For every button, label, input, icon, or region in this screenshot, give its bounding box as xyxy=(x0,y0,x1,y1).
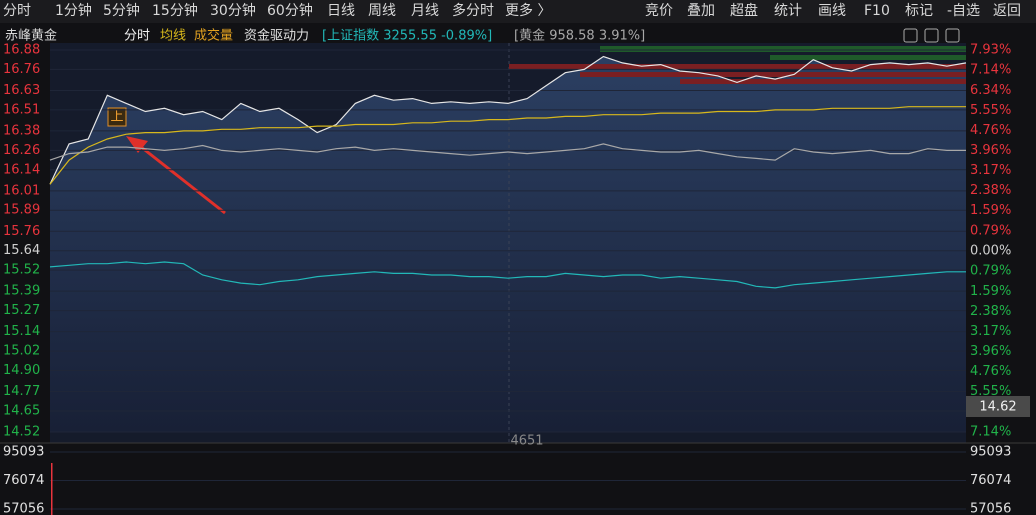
cursor-label: 4651 xyxy=(510,434,543,449)
y2-tick-label: 0.00% xyxy=(970,244,1011,259)
y2-tick-label: 3.17% xyxy=(970,163,1011,178)
volume-bar xyxy=(51,463,53,515)
toolbar-action[interactable]: 超盘 xyxy=(730,2,758,19)
icon[interactable] xyxy=(945,28,960,43)
y2-tick-label: 3.96% xyxy=(970,143,1011,158)
y-tick-label: 14.65 xyxy=(3,403,40,418)
legend-item[interactable]: 均线 xyxy=(160,29,186,44)
y-tick-label: 15.27 xyxy=(3,303,40,318)
annotation-box xyxy=(107,107,127,127)
y-tick-label: 16.26 xyxy=(3,143,40,158)
y2-tick-label: 7.14% xyxy=(970,425,1011,440)
arrow-head xyxy=(126,136,148,153)
toolbar-tab[interactable]: 多分时 xyxy=(452,2,494,19)
red-bar xyxy=(680,79,966,84)
toolbar-tab[interactable]: 月线 xyxy=(411,3,439,19)
toolbar-action[interactable]: 竞价 xyxy=(645,2,673,19)
y-tick-label: 16.76 xyxy=(3,62,40,77)
toolbar-tab[interactable]: 日线 xyxy=(327,3,355,19)
y2-tick-label: 4.76% xyxy=(970,364,1011,379)
green-bar xyxy=(770,55,966,60)
y2-tick-label: 2.38% xyxy=(970,304,1011,319)
y-tick-label: 16.88 xyxy=(3,43,40,58)
y2-tick-label: 7.14% xyxy=(970,63,1011,78)
y2-tick-label: 6.34% xyxy=(970,83,1011,98)
y2-tick-label: 0.79% xyxy=(970,223,1011,238)
arrow xyxy=(135,141,226,215)
legend-item[interactable]: 成交量 xyxy=(194,28,233,44)
legend-item[interactable]: [上证指数 3255.55 -0.89%] xyxy=(322,29,492,44)
volume-tick-label: 95093 xyxy=(3,445,44,460)
y-tick-label: 14.52 xyxy=(3,425,40,440)
y-tick-label: 15.52 xyxy=(3,263,40,278)
y-tick-label: 15.02 xyxy=(3,344,40,359)
series-line xyxy=(49,143,966,161)
volume-tick-label: 95093 xyxy=(970,445,1011,460)
toolbar-action[interactable]: F10 xyxy=(864,3,890,19)
y-tick-label: 15.76 xyxy=(3,224,40,239)
driver-bars xyxy=(509,46,966,84)
price-tag-box xyxy=(966,396,1030,417)
toolbar-tab[interactable]: 5分钟 xyxy=(103,2,140,19)
volume-tick-label: 57056 xyxy=(970,501,1011,515)
y-tick-label: 15.14 xyxy=(3,324,40,339)
y-tick-label: 16.38 xyxy=(3,123,40,138)
y-tick-label: 15.64 xyxy=(3,243,40,258)
y2-tick-label: 5.55% xyxy=(970,384,1011,399)
toolbar-tab[interactable]: 分时 xyxy=(3,3,31,19)
legend-item[interactable]: 资金驱动力 xyxy=(244,28,309,44)
y2-tick-label: 3.96% xyxy=(970,344,1011,359)
toolbar-tab[interactable]: 15分钟 xyxy=(152,2,198,19)
stock-name: 赤峰黄金 xyxy=(5,28,57,44)
y-tick-label: 14.90 xyxy=(3,363,40,378)
y-tick-label: 15.89 xyxy=(3,203,40,218)
series-line xyxy=(49,55,967,185)
y-tick-label: 16.01 xyxy=(3,183,40,198)
y2-tick-label: 2.38% xyxy=(970,183,1011,198)
toolbar-tab[interactable]: 周线 xyxy=(368,3,396,19)
toolbar-action[interactable]: 叠加 xyxy=(687,3,715,19)
toolbar-action[interactable]: 画线 xyxy=(818,3,846,19)
toolbar xyxy=(0,0,1036,23)
red-bar xyxy=(580,72,966,77)
red-bar xyxy=(509,64,966,69)
toolbar-tab[interactable]: 60分钟 xyxy=(267,2,313,19)
toolbar-action[interactable]: -自选 xyxy=(947,3,980,19)
y2-tick-label: 7.93% xyxy=(970,43,1011,58)
toolbar-action[interactable]: 标记 xyxy=(905,3,933,19)
y-tick-label: 16.63 xyxy=(3,83,40,98)
volume-tick-label: 76074 xyxy=(3,473,44,488)
series-line xyxy=(49,261,966,289)
toolbar-tab[interactable]: 1分钟 xyxy=(55,2,92,19)
y-tick-label: 15.39 xyxy=(3,284,40,299)
y-tick-label: 14.77 xyxy=(3,384,40,399)
toolbar-action[interactable]: 统计 xyxy=(774,3,802,19)
toolbar-action[interactable]: 返回 xyxy=(993,3,1021,19)
y-tick-label: 16.51 xyxy=(3,102,40,117)
icon[interactable] xyxy=(924,28,939,43)
y2-tick-label: 1.59% xyxy=(970,284,1011,299)
toolbar-tab[interactable]: 更多 〉 xyxy=(505,2,551,19)
y-tick-label: 16.14 xyxy=(3,162,40,177)
y2-tick-label: 1.59% xyxy=(970,203,1011,218)
price-tag: 14.62 xyxy=(979,400,1016,415)
icon[interactable] xyxy=(903,28,918,43)
volume-tick-label: 57056 xyxy=(3,501,44,515)
y2-tick-label: 0.79% xyxy=(970,264,1011,279)
series-line xyxy=(49,106,966,185)
legend-item[interactable]: [黄金 958.58 3.91%] xyxy=(514,28,645,44)
y2-tick-label: 3.17% xyxy=(970,324,1011,339)
y2-tick-label: 4.76% xyxy=(970,123,1011,138)
volume-tick-label: 76074 xyxy=(970,473,1011,488)
toolbar-tab[interactable]: 30分钟 xyxy=(210,2,256,19)
annotation: 上 xyxy=(110,110,123,125)
legend-item[interactable]: 分时 xyxy=(124,29,150,44)
y2-tick-label: 5.55% xyxy=(970,103,1011,118)
green-bar xyxy=(600,46,966,52)
